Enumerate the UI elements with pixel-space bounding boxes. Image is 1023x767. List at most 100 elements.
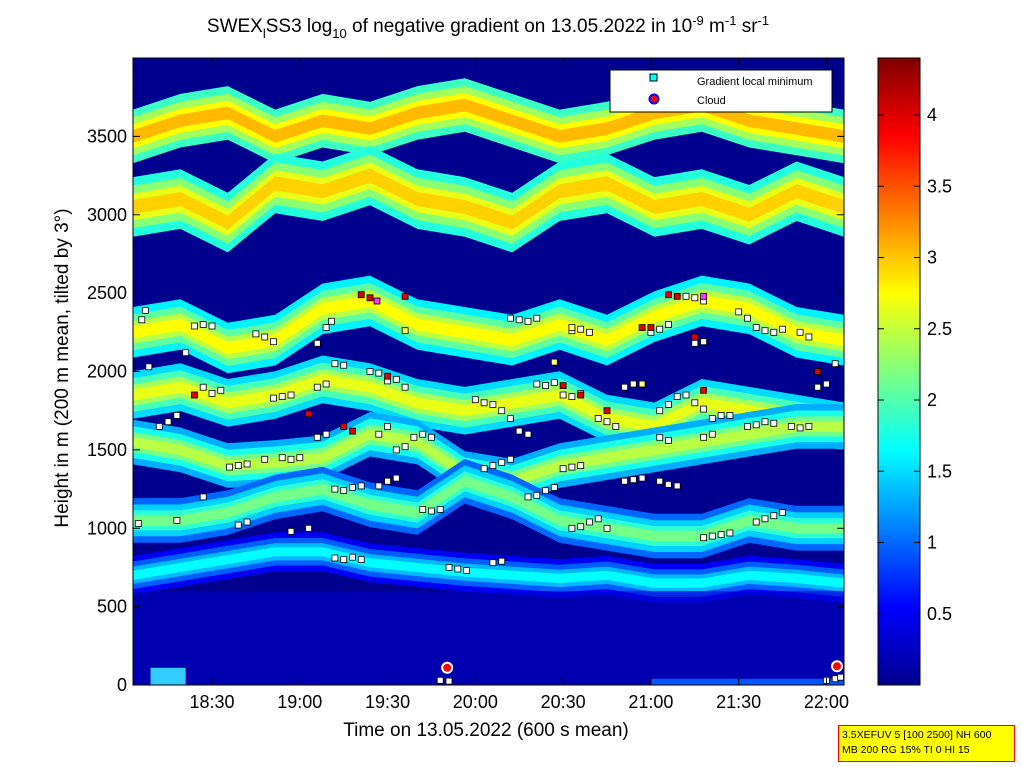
gradient-minimum-marker [419, 505, 427, 513]
near-ground-signal [133, 590, 844, 685]
gradient-minimum-marker [327, 317, 335, 325]
gradient-minimum-marker [471, 396, 479, 404]
gradient-minimum-marker [629, 380, 637, 388]
gradient-minimum-marker-red [190, 391, 198, 399]
gradient-minimum-marker [278, 393, 286, 401]
legend: Gradient local minimum Cloud [609, 69, 833, 113]
gradient-minimum-marker [568, 393, 576, 401]
gradient-minimum-marker [427, 507, 435, 515]
gradient-minimum-marker [638, 474, 646, 482]
gradient-minimum-marker [779, 325, 786, 333]
cloud-marker [831, 660, 843, 673]
heatmap-layer-2-shell-3 [133, 295, 844, 354]
gradient-minimum-marker [331, 485, 339, 493]
gradient-minimum-marker [665, 480, 672, 488]
gradient-minimum-marker [717, 411, 725, 419]
gradient-minimum-marker [577, 462, 585, 470]
gradient-minimum-marker [691, 339, 699, 347]
gradient-minimum-marker [427, 433, 435, 441]
gradient-minimum-marker [357, 556, 365, 563]
gradient-minimum-marker [208, 389, 216, 397]
gradient-minimum-marker [190, 322, 198, 330]
gradient-minimum-marker [682, 292, 690, 300]
heatmap-layer-5-shell-3 [133, 475, 844, 542]
surface-strip [650, 678, 844, 685]
gradient-minimum-marker [735, 308, 743, 316]
gradient-minimum-marker [313, 339, 321, 347]
legend-cloud-marker [648, 93, 660, 105]
gradient-minimum-marker [506, 455, 514, 463]
gradient-minimum-marker [322, 430, 330, 438]
gradient-minimum-marker [805, 333, 813, 341]
gradient-minimum-marker [375, 430, 383, 438]
y-tick-label: 2000 [87, 362, 127, 382]
gradient-minimum-marker [796, 424, 804, 432]
gradient-minimum-marker [234, 521, 242, 529]
gradient-minimum-marker-red [814, 368, 822, 375]
gradient-minimum-marker [463, 567, 471, 574]
parameter-info-box: 3.5XEFUV 5 [100 2500] NH 600 MB 200 RG 1… [838, 725, 1015, 762]
gradient-minimum-marker [586, 328, 593, 336]
gradient-minimum-marker [199, 493, 207, 501]
gradient-minimum-marker-red [366, 294, 374, 302]
x-tick-label: 19:00 [277, 692, 322, 712]
gradient-minimum-marker [199, 321, 207, 328]
gradient-minimum-marker [533, 380, 541, 388]
legend-square-marker [649, 73, 658, 82]
gradient-minimum-marker [261, 333, 269, 341]
low-level-signal [133, 590, 844, 685]
gradient-minimum-marker [164, 418, 172, 426]
gradient-minimum-marker [726, 529, 734, 537]
gradient-minimum-marker [489, 559, 497, 567]
gradient-minimum-marker [656, 325, 664, 333]
gradient-minimum-marker [331, 360, 339, 368]
gradient-minimum-marker [673, 482, 681, 490]
gradient-minimum-marker [752, 421, 760, 429]
gradient-minimum-marker-yellow [568, 324, 576, 332]
gradient-minimum-marker [559, 391, 567, 399]
gradient-minimum-marker [568, 463, 576, 471]
gradient-minimum-marker [252, 330, 260, 338]
y-tick-label: 0 [117, 675, 127, 695]
gradient-minimum-marker-yellow [401, 327, 409, 335]
gradient-minimum-marker [542, 487, 549, 495]
gradient-minimum-marker [629, 476, 637, 484]
gradient-minimum-marker [656, 433, 664, 441]
colorbar-ticks: 0.5 1 1.5 2 2.5 3 3.5 4 [878, 105, 952, 624]
gradient-minimum-marker [401, 383, 409, 391]
gradient-minimum-marker [134, 520, 142, 527]
gradient-minimum-marker [313, 433, 321, 441]
marker-layer [134, 291, 844, 685]
legend-label-cloud: Cloud [697, 95, 726, 107]
gradient-minimum-marker [138, 316, 146, 324]
heatmap-layer-4-shell-1 [133, 410, 844, 498]
gradient-minimum-marker [392, 446, 400, 454]
gradient-minimum-marker [823, 380, 830, 388]
colorbar-tick-label: 4 [927, 105, 937, 125]
colorbar-tick-label: 2 [927, 390, 937, 410]
gradient-minimum-marker-red [357, 291, 365, 299]
gradient-minimum-marker-red [691, 333, 699, 341]
gradient-minimum-marker [665, 400, 672, 408]
gradient-minimum-marker [436, 505, 444, 513]
heatmap-layer-1-shell-2 [133, 162, 844, 236]
gradient-minimum-marker-red [340, 422, 348, 430]
gradient-minimum-marker [331, 554, 339, 562]
gradient-minimum-marker-red [401, 292, 409, 300]
gradient-minimum-marker [752, 324, 760, 332]
colorbar-tick-label: 1 [927, 533, 937, 553]
y-tick-label: 3000 [87, 205, 127, 225]
gradient-minimum-marker [612, 422, 620, 430]
gradient-minimum-marker [287, 528, 295, 535]
x-axis-label: Time on 13.05.2022 (600 s mean) [343, 720, 629, 741]
gradient-minimum-marker [322, 380, 330, 388]
gradient-minimum-marker-red [638, 324, 646, 332]
plot-area [132, 57, 845, 686]
gradient-minimum-marker [761, 327, 769, 335]
gradient-minimum-marker [498, 458, 506, 466]
gradient-minimum-marker [577, 523, 585, 531]
gradient-minimum-marker-red [305, 410, 313, 418]
gradient-minimum-marker-red [673, 292, 681, 300]
y-axis: 0 500 1000 1500 2000 2500 3000 3500 [87, 126, 844, 695]
gradient-minimum-marker [603, 524, 611, 532]
